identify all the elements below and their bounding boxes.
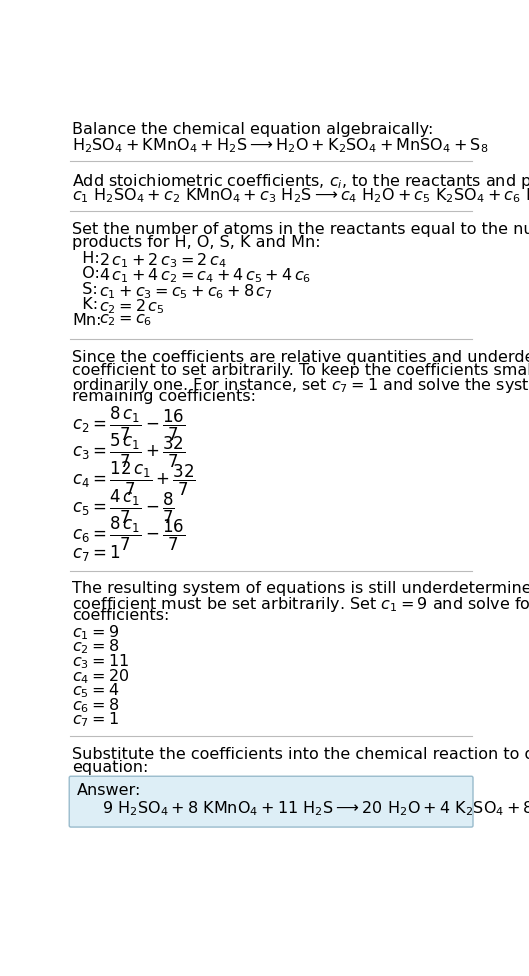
Text: $c_2 = 2\,c_5$: $c_2 = 2\,c_5$ [99, 298, 165, 316]
FancyBboxPatch shape [69, 776, 473, 827]
Text: The resulting system of equations is still underdetermined, so an additional: The resulting system of equations is sti… [72, 582, 529, 596]
Text: coefficient to set arbitrarily. To keep the coefficients small, the arbitrary va: coefficient to set arbitrarily. To keep … [72, 363, 529, 378]
Text: Substitute the coefficients into the chemical reaction to obtain the balanced: Substitute the coefficients into the che… [72, 747, 529, 762]
Text: remaining coefficients:: remaining coefficients: [72, 388, 257, 404]
Text: S:: S: [72, 282, 98, 297]
Text: Add stoichiometric coefficients, $c_i$, to the reactants and products:: Add stoichiometric coefficients, $c_i$, … [72, 172, 529, 190]
Text: $4\,c_1 + 4\,c_2 = c_4 + 4\,c_5 + 4\,c_6$: $4\,c_1 + 4\,c_2 = c_4 + 4\,c_5 + 4\,c_6… [99, 266, 311, 285]
Text: ordinarily one. For instance, set $c_7 = 1$ and solve the system of equations fo: ordinarily one. For instance, set $c_7 =… [72, 376, 529, 395]
Text: Since the coefficients are relative quantities and underdetermined, choose a: Since the coefficients are relative quan… [72, 349, 529, 365]
Text: coefficients:: coefficients: [72, 608, 170, 623]
Text: $\mathrm{H_2SO_4} + \mathrm{KMnO_4} + \mathrm{H_2S} \longrightarrow \mathrm{H_2O: $\mathrm{H_2SO_4} + \mathrm{KMnO_4} + \m… [72, 137, 489, 155]
Text: $c_5 = \dfrac{4\,c_1}{7} - \dfrac{8}{7}$: $c_5 = \dfrac{4\,c_1}{7} - \dfrac{8}{7}$ [72, 487, 175, 526]
Text: Answer:: Answer: [77, 783, 141, 798]
Text: $c_2 = 8$: $c_2 = 8$ [72, 637, 120, 656]
Text: O:: O: [72, 266, 100, 281]
Text: $c_4 = \dfrac{12\,c_1}{7} + \dfrac{32}{7}$: $c_4 = \dfrac{12\,c_1}{7} + \dfrac{32}{7… [72, 460, 196, 498]
Text: $c_5 = 4$: $c_5 = 4$ [72, 681, 120, 700]
Text: $c_4 = 20$: $c_4 = 20$ [72, 667, 130, 685]
Text: Set the number of atoms in the reactants equal to the number of atoms in the: Set the number of atoms in the reactants… [72, 222, 529, 237]
Text: $c_6 = 8$: $c_6 = 8$ [72, 696, 120, 714]
Text: H:: H: [72, 251, 100, 266]
Text: $c_2 = c_6$: $c_2 = c_6$ [99, 312, 152, 328]
Text: products for H, O, S, K and Mn:: products for H, O, S, K and Mn: [72, 235, 321, 250]
Text: Mn:: Mn: [72, 312, 102, 328]
Text: $c_6 = \dfrac{8\,c_1}{7} - \dfrac{16}{7}$: $c_6 = \dfrac{8\,c_1}{7} - \dfrac{16}{7}… [72, 515, 186, 553]
Text: $c_7 = 1$: $c_7 = 1$ [72, 711, 119, 729]
Text: equation:: equation: [72, 760, 149, 775]
Text: $c_1\ \mathrm{H_2SO_4} + c_2\ \mathrm{KMnO_4} + c_3\ \mathrm{H_2S} \longrightarr: $c_1\ \mathrm{H_2SO_4} + c_2\ \mathrm{KM… [72, 186, 529, 205]
Text: $c_3 = 11$: $c_3 = 11$ [72, 652, 129, 671]
Text: $2\,c_1 + 2\,c_3 = 2\,c_4$: $2\,c_1 + 2\,c_3 = 2\,c_4$ [99, 251, 226, 269]
Text: $c_3 = \dfrac{5\,c_1}{7} + \dfrac{32}{7}$: $c_3 = \dfrac{5\,c_1}{7} + \dfrac{32}{7}… [72, 432, 186, 470]
Text: $c_2 = \dfrac{8\,c_1}{7} - \dfrac{16}{7}$: $c_2 = \dfrac{8\,c_1}{7} - \dfrac{16}{7}… [72, 404, 186, 442]
Text: $c_1 = 9$: $c_1 = 9$ [72, 623, 120, 641]
Text: coefficient must be set arbitrarily. Set $c_1 = 9$ and solve for the remaining: coefficient must be set arbitrarily. Set… [72, 594, 529, 614]
Text: K:: K: [72, 298, 98, 312]
Text: $9\ \mathrm{H_2SO_4} + 8\ \mathrm{KMnO_4} + 11\ \mathrm{H_2S} \longrightarrow 20: $9\ \mathrm{H_2SO_4} + 8\ \mathrm{KMnO_4… [102, 799, 529, 818]
Text: $c_1 + c_3 = c_5 + c_6 + 8\,c_7$: $c_1 + c_3 = c_5 + c_6 + 8\,c_7$ [99, 282, 272, 301]
Text: $c_7 = 1$: $c_7 = 1$ [72, 543, 121, 563]
Text: Balance the chemical equation algebraically:: Balance the chemical equation algebraica… [72, 122, 434, 137]
